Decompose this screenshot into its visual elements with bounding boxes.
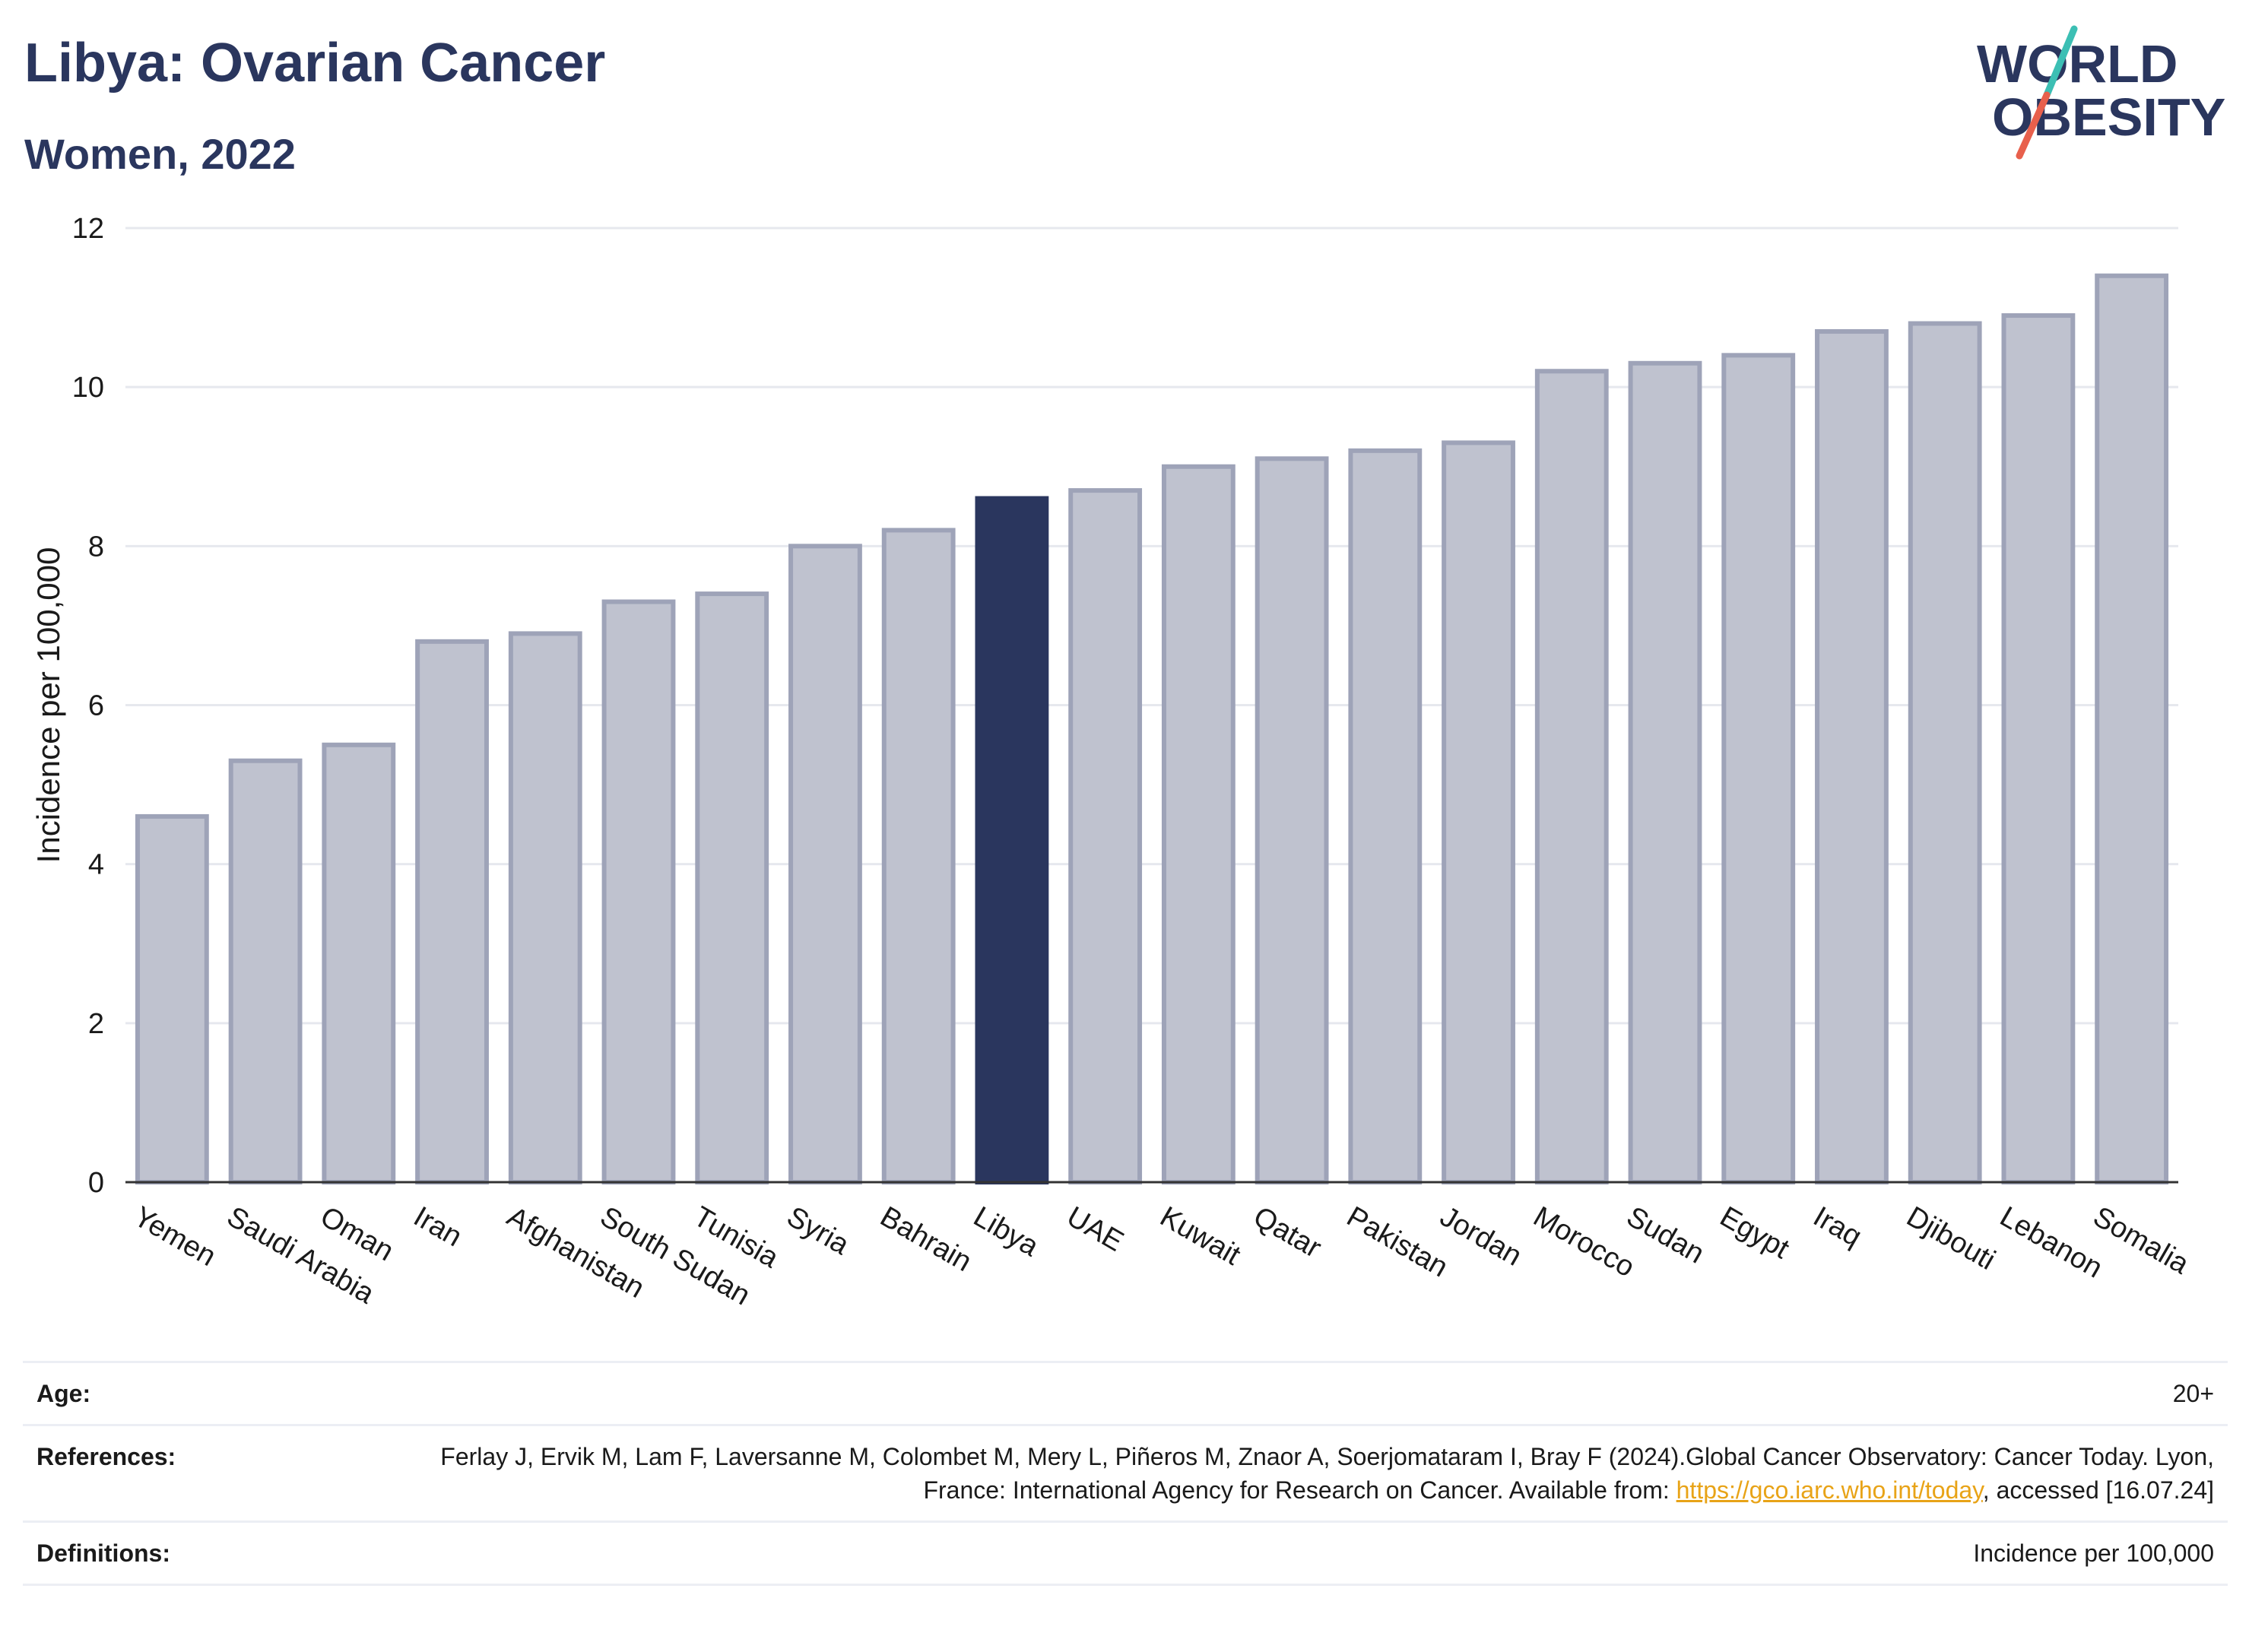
references-value: Ferlay J, Ervik M, Lam F, Laversanne M, …: [389, 1440, 2214, 1507]
world-obesity-logo: WORLD OBESITY: [1977, 25, 2225, 160]
references-row: References: Ferlay J, Ervik M, Lam F, La…: [23, 1424, 2228, 1520]
x-tick-label: Morocco: [1528, 1200, 1640, 1283]
bar-djibouti: [1908, 321, 1982, 1184]
bar-uae: [1068, 488, 1143, 1184]
x-tick-label: Iran: [408, 1200, 468, 1253]
chart-subtitle: Women, 2022: [24, 130, 296, 178]
x-tick-label: Libya: [968, 1200, 1044, 1263]
age-label: Age:: [36, 1380, 91, 1407]
logo-slash-top: [2043, 25, 2078, 99]
y-tick-label: 10: [72, 372, 104, 404]
info-table: Age: 20+ References: Ferlay J, Ervik M, …: [23, 1361, 2228, 1586]
bar-iran: [415, 639, 489, 1184]
bar-egypt: [1721, 353, 1796, 1184]
x-tick-label: Iraq: [1808, 1200, 1867, 1253]
x-tick-label: Djibouti: [1901, 1200, 2000, 1276]
x-tick-label: Syria: [782, 1200, 855, 1261]
bar-kuwait: [1161, 464, 1236, 1184]
y-tick-label: 6: [88, 690, 104, 722]
x-tick-label: Kuwait: [1155, 1200, 1246, 1272]
age-value: 20+: [2172, 1380, 2214, 1407]
bar-saudi-arabia: [228, 758, 303, 1184]
bar-jordan: [1442, 440, 1515, 1184]
y-tick-label: 4: [88, 849, 104, 881]
bar-oman: [322, 742, 396, 1184]
bar-sudan: [1628, 360, 1702, 1185]
references-label: References:: [36, 1443, 176, 1470]
bars: [135, 273, 2169, 1185]
x-tick-label: Yemen: [128, 1200, 221, 1273]
definitions-row: Definitions: Incidence per 100,000: [23, 1520, 2228, 1586]
y-tick-label: 8: [88, 531, 104, 563]
y-tick-label: 2: [88, 1008, 104, 1040]
age-row: Age: 20+: [23, 1361, 2228, 1424]
x-tick-label: UAE: [1061, 1200, 1129, 1257]
bar-iraq: [1815, 328, 1889, 1184]
x-tick-label: Somalia: [2088, 1200, 2195, 1280]
bar-pakistan: [1348, 448, 1423, 1185]
x-tick-label: Pakistan: [1341, 1200, 1453, 1283]
bar-lebanon: [2001, 313, 2076, 1185]
x-tick-label: Lebanon: [1994, 1200, 2108, 1284]
logo-slash-bottom: [2016, 91, 2051, 160]
bar-qatar: [1255, 456, 1329, 1184]
bar-tunisia: [695, 591, 769, 1184]
logo-line1: WORLD: [1977, 34, 2178, 94]
y-tick-labels: 0 2 4 6 8 10 12: [72, 213, 104, 1199]
bar-yemen: [135, 813, 209, 1185]
bar-south-sudan: [601, 599, 676, 1184]
y-tick-label: 0: [88, 1167, 104, 1199]
bar-somalia: [2095, 273, 2169, 1184]
y-axis-title: Incidence per 100,000: [30, 547, 66, 864]
definitions-value: Incidence per 100,000: [1973, 1539, 2214, 1567]
references-suffix: , accessed [16.07.24]: [1982, 1476, 2214, 1504]
references-link[interactable]: https://gco.iarc.who.int/today: [1676, 1476, 1983, 1504]
definitions-label: Definitions:: [36, 1539, 170, 1567]
y-tick-label: 12: [72, 213, 104, 245]
bar-syria: [788, 544, 862, 1185]
bar-bahrain: [881, 528, 956, 1184]
bar-afghanistan: [508, 631, 582, 1184]
x-tick-label: Qatar: [1248, 1200, 1327, 1264]
chart-title: Libya: Ovarian Cancer: [24, 33, 606, 94]
x-tick-label: Egypt: [1715, 1200, 1795, 1265]
references-text: Ferlay J, Ervik M, Lam F, Laversanne M, …: [440, 1443, 2214, 1504]
bar-libya: [975, 496, 1049, 1185]
x-tick-label: Bahrain: [874, 1200, 976, 1278]
bar-morocco: [1534, 369, 1609, 1184]
